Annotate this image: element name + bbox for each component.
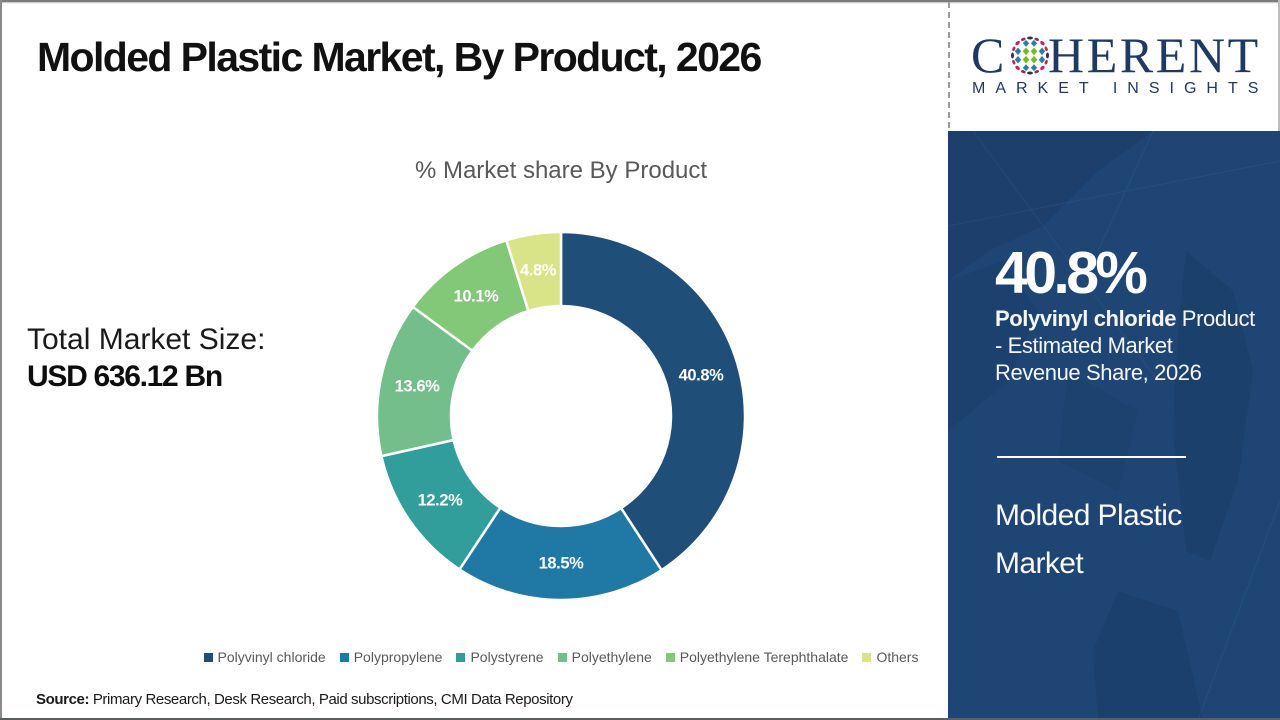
svg-text:HERENT: HERENT <box>1048 27 1261 83</box>
svg-text:C: C <box>971 27 1005 83</box>
svg-text:MARKET INSIGHTS: MARKET INSIGHTS <box>972 80 1268 97</box>
